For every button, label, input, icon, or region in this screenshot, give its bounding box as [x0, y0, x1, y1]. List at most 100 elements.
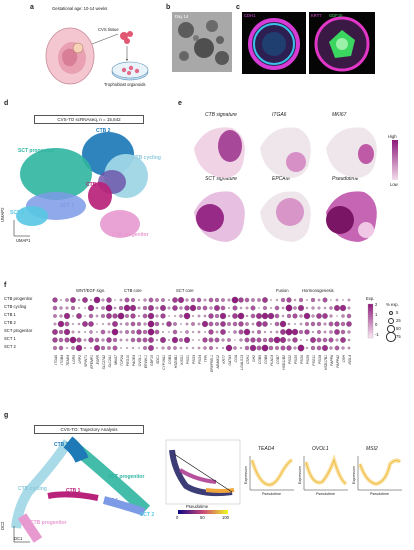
dot	[124, 297, 130, 303]
dot	[112, 313, 118, 319]
dotplot-gene-label: LGALS13	[240, 355, 244, 370]
dot	[228, 307, 230, 309]
dot	[76, 337, 82, 343]
g-cluster-ctb-progenitor: CTB progenitor	[30, 520, 67, 526]
dot	[131, 330, 135, 334]
dot	[167, 306, 171, 310]
dot	[251, 330, 255, 334]
dot	[96, 323, 98, 325]
dotplot-gene-label: PSG8	[318, 355, 322, 365]
dot	[83, 346, 87, 350]
feature-umaps	[194, 127, 377, 242]
dot	[189, 304, 197, 312]
dot	[124, 314, 129, 319]
dot	[274, 305, 280, 311]
dot	[287, 322, 291, 326]
dot	[65, 306, 69, 310]
dotplot-gene-label: PSG4	[198, 355, 202, 365]
dot	[106, 297, 112, 303]
dot	[227, 298, 231, 302]
dot	[106, 337, 112, 343]
dot	[160, 305, 166, 311]
e-label-sct-signature: SCT signature	[205, 176, 237, 182]
dot	[120, 347, 122, 349]
dot	[52, 305, 58, 311]
dot	[77, 298, 81, 302]
feature-umap-mki67	[326, 127, 377, 178]
dot	[179, 314, 183, 318]
dot	[177, 296, 185, 304]
dot	[95, 314, 99, 318]
dot	[323, 330, 327, 334]
dot	[221, 338, 225, 342]
dot	[89, 330, 93, 334]
dot	[340, 321, 346, 327]
gdf15-label: GDF15	[329, 13, 343, 18]
dot	[317, 330, 321, 334]
dot	[339, 304, 347, 312]
panel-label-g: g	[4, 412, 9, 419]
dotplot-gene-label: PEG10	[126, 355, 130, 366]
g-cluster-ctb1: CTB 1	[66, 488, 81, 494]
d-cluster-sct1: SCT 1	[60, 203, 75, 209]
dot	[294, 323, 296, 325]
dot	[63, 312, 71, 320]
dot	[311, 314, 315, 318]
dot	[142, 329, 148, 335]
dot	[88, 337, 94, 343]
dot	[136, 329, 142, 335]
pseudotime-colorbar	[178, 510, 228, 514]
dot	[251, 322, 255, 326]
g-cluster-sct-progenitor: SCT progenitor	[108, 474, 145, 480]
exp-legend-bar	[367, 303, 374, 339]
dot	[244, 337, 250, 343]
dot	[95, 306, 99, 310]
dot	[310, 321, 316, 327]
dot	[322, 313, 328, 319]
dotplot-gene-label: MKI67	[114, 355, 118, 365]
dot	[215, 330, 219, 334]
g-cluster-ctb2: CTB 2	[54, 442, 69, 448]
dot	[279, 320, 287, 328]
dot	[191, 322, 195, 326]
dot	[287, 338, 291, 342]
dot	[261, 344, 269, 352]
d-cluster-ctb1: CTB 1	[86, 182, 101, 188]
dot	[88, 313, 94, 319]
dot	[185, 330, 189, 334]
dotplot-gene-label: PSG9	[306, 355, 310, 365]
dot	[100, 329, 106, 335]
dot	[293, 346, 297, 350]
dot	[130, 313, 136, 319]
dot	[262, 321, 268, 327]
dot	[347, 338, 351, 342]
exp-legend-title: Exp.	[366, 296, 375, 301]
dotplot-gene-label: OVOL1	[138, 355, 142, 367]
dotplot-gene-label: CGB8	[264, 355, 268, 365]
dot	[245, 314, 249, 318]
dot	[84, 307, 86, 309]
dot	[293, 306, 297, 310]
dotplot-gene-label: PAPPA2	[336, 355, 340, 368]
dot	[233, 346, 237, 350]
d-axis-y: UMAP2	[0, 207, 5, 222]
dot	[69, 336, 77, 344]
dot	[286, 313, 292, 319]
dot	[155, 306, 159, 310]
d-axis-x: UMAP1	[16, 238, 31, 243]
dot	[227, 338, 231, 342]
dot	[261, 312, 269, 320]
dot	[305, 322, 309, 326]
dot	[303, 312, 311, 320]
dot	[304, 329, 310, 335]
dot	[53, 322, 57, 326]
dot	[106, 313, 112, 319]
gestational-age-label: Gestational age: 10-14 weeks	[52, 6, 108, 11]
exp-tick: 1	[375, 312, 378, 317]
dot	[203, 314, 207, 318]
dot	[208, 337, 214, 343]
dotplot-gene-label: EGFR	[96, 355, 100, 365]
dot	[171, 336, 179, 344]
dot	[225, 344, 233, 352]
dot	[262, 297, 268, 303]
